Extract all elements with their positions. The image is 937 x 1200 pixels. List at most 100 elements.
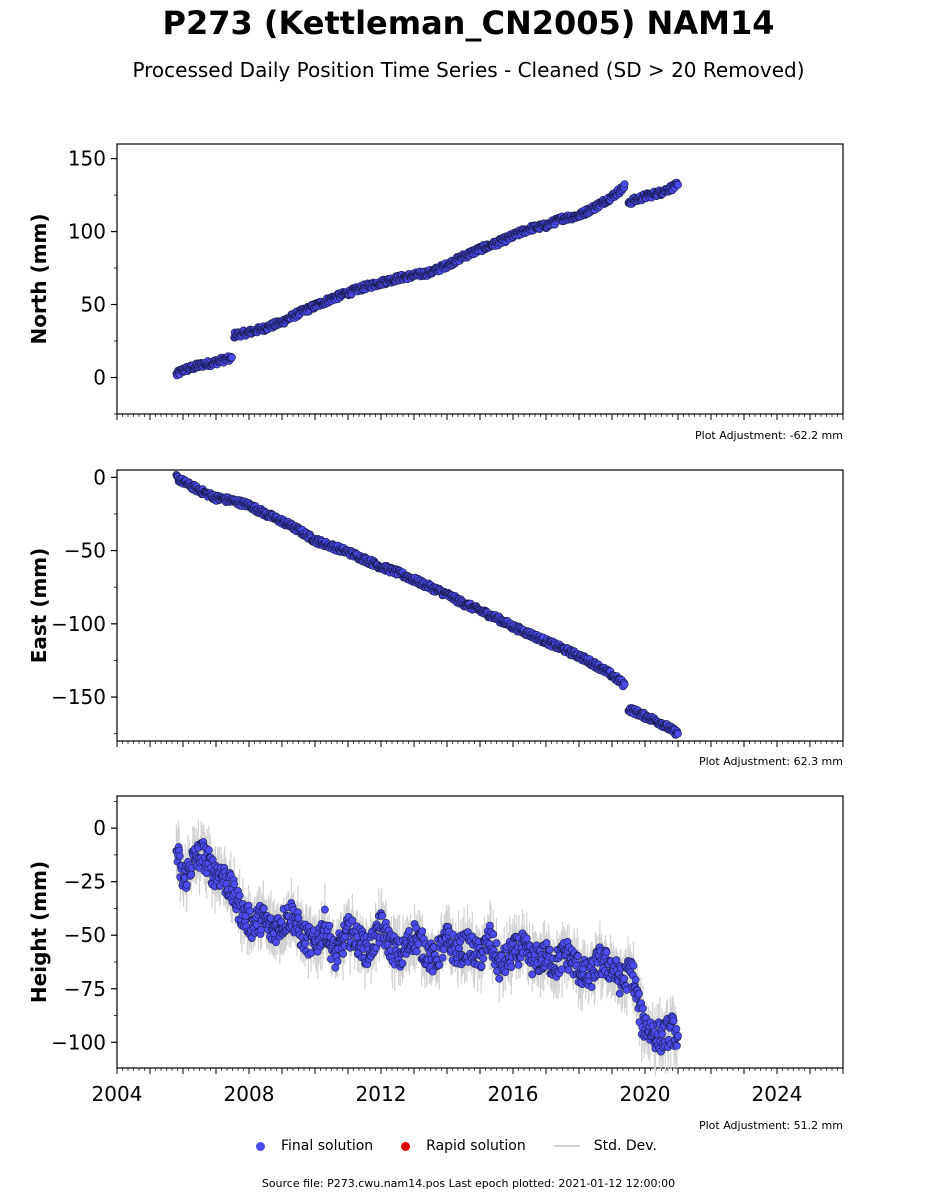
height-data-point [398,959,407,968]
height-data-point [612,956,621,965]
height-data-point [672,1025,681,1033]
east-y-tick-label: −150 [51,685,106,709]
height-data-point [204,846,213,854]
std-dev-line-icon [553,1145,580,1147]
height-data-point [479,954,488,963]
legend-stddev: Std. Dev. [553,1138,657,1154]
height-data-point [587,983,596,992]
north-y-axis-label: North (mm) [27,213,51,344]
height-data-point [418,927,427,936]
height-data-point [438,953,447,962]
north-y-tick-label: 100 [68,220,106,244]
rapid-solution-marker-icon [401,1141,411,1151]
height-data-point [638,1004,647,1013]
height-y-tick-label: −100 [51,1030,106,1054]
height-data-point [182,880,191,889]
x-tick-label: 2024 [752,1082,803,1106]
height-y-tick-label: −75 [64,977,106,1001]
height-data-point [495,974,504,983]
height-data-point [564,966,573,974]
north-data-point [620,180,629,189]
height-data-point [615,989,624,998]
height-y-tick-label: −25 [64,870,106,894]
height-data-point [602,948,611,957]
legend-rapid-label: Rapid solution [426,1138,526,1154]
legend-final-label: Final solution [281,1138,374,1154]
height-data-point [339,949,347,958]
legend-rapid: Rapid solution [401,1138,526,1154]
east-plot-adjustment: Plot Adjustment: 62.3 mm [698,755,843,768]
north-y-tick-label: 50 [81,293,106,317]
height-data-point [259,904,268,913]
height-data-point [674,1031,682,1040]
height-data-point [435,961,444,969]
height-data-point [333,957,342,966]
height-plot-adjustment: Plot Adjustment: 51.2 mm [698,1119,843,1132]
height-data-point [272,938,280,947]
height-y-tick-label: 0 [93,816,106,840]
height-data-point [320,905,329,914]
north-data-point [674,180,682,189]
height-data-point [507,963,516,972]
height-data-point [412,947,421,956]
north-plot-adjustment: Plot Adjustment: -62.2 mm [695,429,843,442]
final-solution-marker-icon [256,1141,265,1151]
x-tick-label: 2004 [92,1082,143,1106]
east-y-tick-label: −50 [64,539,106,563]
height-y-tick-label: −50 [64,923,106,947]
height-data-point [348,916,357,925]
east-y-tick-label: −100 [51,612,106,636]
x-tick-label: 2008 [224,1082,275,1106]
height-data-point [635,989,643,998]
height-data-point [252,920,261,929]
east-data-point [674,729,682,738]
height-data-point [574,952,582,960]
height-data-point [514,960,523,969]
chart-subtitle: Processed Daily Position Time Series - C… [132,58,805,82]
height-data-point [658,1030,666,1039]
height-data-point [455,944,463,953]
height-data-point [378,911,386,920]
chart-title: P273 (Kettleman_CN2005) NAM14 [162,4,775,42]
east-data-point [620,680,629,689]
height-data-point [485,921,494,930]
east-y-axis-label: East (mm) [27,548,51,664]
height-data-point [545,945,554,954]
height-data-point [405,927,413,935]
height-data-point [230,880,239,889]
height-data-point [235,891,244,900]
height-data-point [489,930,498,939]
height-data-point [673,1041,681,1050]
height-data-point [669,1016,678,1025]
x-tick-label: 2016 [488,1082,539,1106]
height-data-point [528,970,537,979]
height-data-point [325,921,334,930]
x-tick-label: 2020 [620,1082,671,1106]
height-data-point [629,961,638,970]
height-data-point [631,975,640,984]
legend-final: Final solution [256,1138,373,1154]
north-axes-frame [116,143,844,415]
legend: Final solution Rapid solution Std. Dev. [256,1138,685,1154]
north-y-tick-label: 0 [93,366,106,390]
height-data-point [187,870,196,879]
height-data-point [522,934,531,943]
height-data-point [241,912,250,920]
height-data-point [477,962,486,971]
height-data-point [439,945,448,954]
source-footer: Source file: P273.cwu.nam14.pos Last epo… [261,1177,676,1190]
height-y-axis-label: Height (mm) [27,861,51,1003]
height-data-point [542,939,551,947]
east-y-tick-label: 0 [93,465,106,489]
height-data-point [175,852,184,860]
x-tick-label: 2012 [356,1082,407,1106]
height-data-point [620,974,628,983]
height-data-point [246,907,254,916]
legend-stddev-label: Std. Dev. [593,1138,657,1154]
height-data-point [501,968,510,977]
height-data-point [301,939,309,948]
height-data-point [492,939,501,948]
north-y-tick-label: 150 [68,147,106,171]
north-data-point [228,353,236,362]
